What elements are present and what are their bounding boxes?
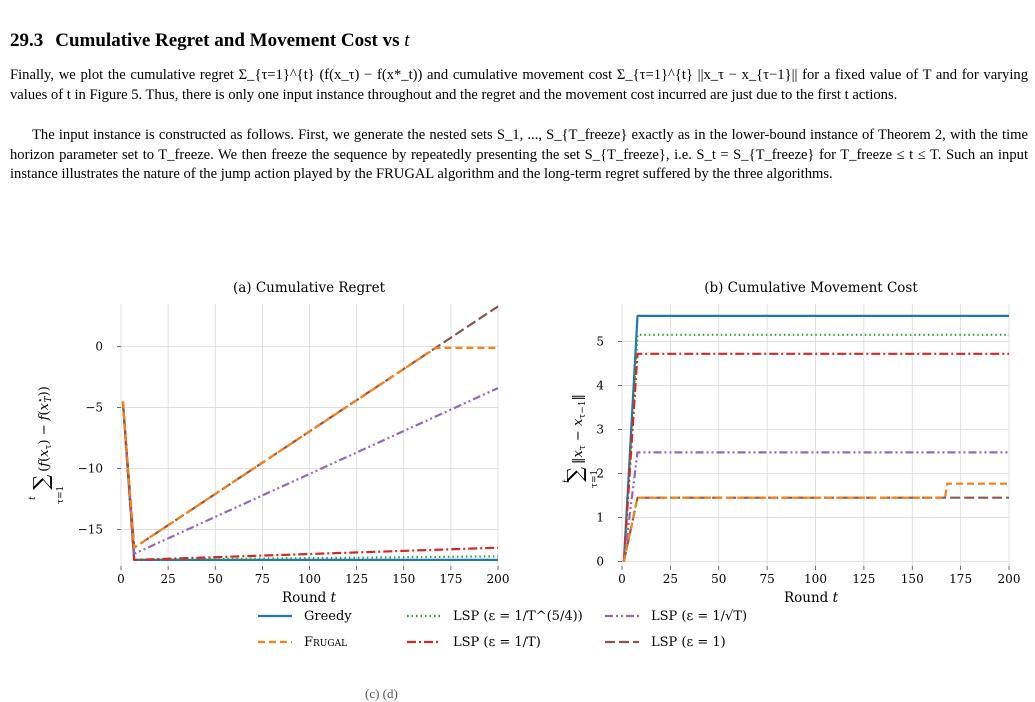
movement-series-lsp_t — [622, 352, 1009, 562]
svg-text:t: t — [562, 479, 572, 483]
section-heading: 29.3 Cumulative Regret and Movement Cost … — [10, 30, 410, 52]
panel-regret-ylabel: ∑(f(xτ) − f(x⋆T)) t τ=1 — [28, 386, 66, 504]
regret-ytick-label: −15 — [78, 522, 103, 536]
regret-series-frugal — [121, 346, 498, 549]
panel-regret-xticks: 0 25 50 75 100 125 150 175 200 — [117, 566, 509, 586]
regret-series-lsp_t — [121, 401, 499, 561]
movement-series-frugal — [622, 482, 1009, 562]
legend-label-lsp_1: LSP (ε = 1) — [651, 635, 726, 650]
section-title-variable: t — [404, 30, 410, 51]
figure-5: (a) Cumulative Regret 0 25 50 75 100 125 150 17… — [0, 268, 1035, 683]
panel-regret-yticks: 0 −5 −10 −15 — [78, 340, 121, 536]
panel-movement: (b) Cumulative Movement Cost 0 25 50 75 100 1… — [562, 280, 1020, 606]
svg-text:τ=1: τ=1 — [56, 486, 66, 504]
panel-movement-ylabel: ∑‖xτ − xτ−1‖ t τ=1 — [562, 394, 600, 488]
panel-movement-title: (b) Cumulative Movement Cost — [704, 280, 918, 296]
regret-xtick-label: 0 — [117, 572, 125, 586]
panel-movement-yticks: 0 1 2 3 4 5 — [596, 334, 622, 569]
svg-text:∑‖xτ − xτ−1‖: ∑‖xτ − xτ−1‖ — [563, 394, 588, 482]
movement-xtick-label: 50 — [711, 572, 726, 586]
panel-movement-series — [622, 314, 1009, 562]
svg-text:∑(f(xτ) − f(x⋆T)): ∑(f(xτ) − f(x⋆T)) — [29, 386, 54, 490]
movement-ytick-label: 1 — [596, 511, 604, 525]
movement-ytick-label: 4 — [596, 378, 604, 392]
figure-svg: (a) Cumulative Regret 0 25 50 75 100 125 150 17… — [28, 280, 1020, 650]
movement-ytick-label: 5 — [596, 334, 604, 348]
movement-xtick-label: 0 — [618, 572, 626, 586]
movement-ytick-label: 0 — [596, 555, 604, 569]
movement-xtick-label: 75 — [759, 572, 774, 586]
regret-xtick-label: 125 — [345, 572, 368, 586]
svg-text:τ=1: τ=1 — [590, 470, 600, 488]
legend-label-lsp_sqrt: LSP (ε = 1/√T) — [651, 609, 747, 624]
movement-ytick-label: 3 — [596, 422, 604, 436]
section-number: 29.3 — [10, 30, 44, 51]
legend-label-lsp_t54: LSP (ε = 1/T^(5/4)) — [453, 609, 583, 624]
regret-ytick-label: 0 — [95, 340, 103, 354]
movement-xtick-label: 25 — [663, 572, 678, 586]
panel-regret: (a) Cumulative Regret 0 25 50 75 100 125 150 17… — [28, 280, 509, 606]
paragraph-2: The input instance is constructed as fol… — [10, 127, 1028, 182]
movement-xtick-label: 200 — [998, 572, 1021, 586]
regret-xtick-label: 175 — [439, 572, 462, 586]
svg-text:t: t — [28, 496, 38, 500]
panel-movement-xticks: 0 25 50 75 100 125 150 175 200 — [618, 566, 1020, 586]
section-title: Cumulative Regret and Movement Cost vs — [55, 30, 405, 51]
movement-xtick-label: 125 — [852, 572, 875, 586]
panel-movement-xlabel: Round t — [784, 590, 839, 606]
legend-label-frugal: Frugal — [304, 635, 347, 650]
legend-label-greedy: Greedy — [304, 609, 352, 624]
regret-xtick-label: 25 — [160, 572, 175, 586]
regret-series-lsp_sqrt — [121, 387, 499, 555]
panel-regret-series — [121, 305, 499, 561]
panel-movement-grid — [621, 304, 1010, 566]
figure-legend: Greedy Frugal LSP (ε = 1/T^(5/4)) LSP (ε = … — [258, 609, 747, 650]
panel-regret-title: (a) Cumulative Regret — [233, 280, 386, 296]
movement-series-lsp_sqrt — [622, 451, 1009, 562]
regret-ytick-label: −10 — [78, 462, 103, 476]
movement-xtick-label: 175 — [949, 572, 972, 586]
movement-ytick-label: 2 — [596, 467, 604, 481]
regret-xtick-label: 50 — [208, 572, 223, 586]
regret-xtick-label: 200 — [487, 572, 510, 586]
panel-regret-xlabel: Round t — [282, 590, 337, 606]
movement-xtick-label: 150 — [901, 572, 924, 586]
paragraph-1: Finally, we plot the cumulative regret Σ… — [10, 67, 1028, 103]
next-figure-caption-fragment: (c) (d) — [365, 686, 398, 701]
legend-label-lsp_t: LSP (ε = 1/T) — [453, 635, 541, 650]
regret-xtick-label: 150 — [392, 572, 415, 586]
regret-xtick-label: 75 — [255, 572, 270, 586]
regret-xtick-label: 100 — [298, 572, 321, 586]
regret-ytick-label: −5 — [85, 401, 103, 415]
movement-xtick-label: 100 — [804, 572, 827, 586]
